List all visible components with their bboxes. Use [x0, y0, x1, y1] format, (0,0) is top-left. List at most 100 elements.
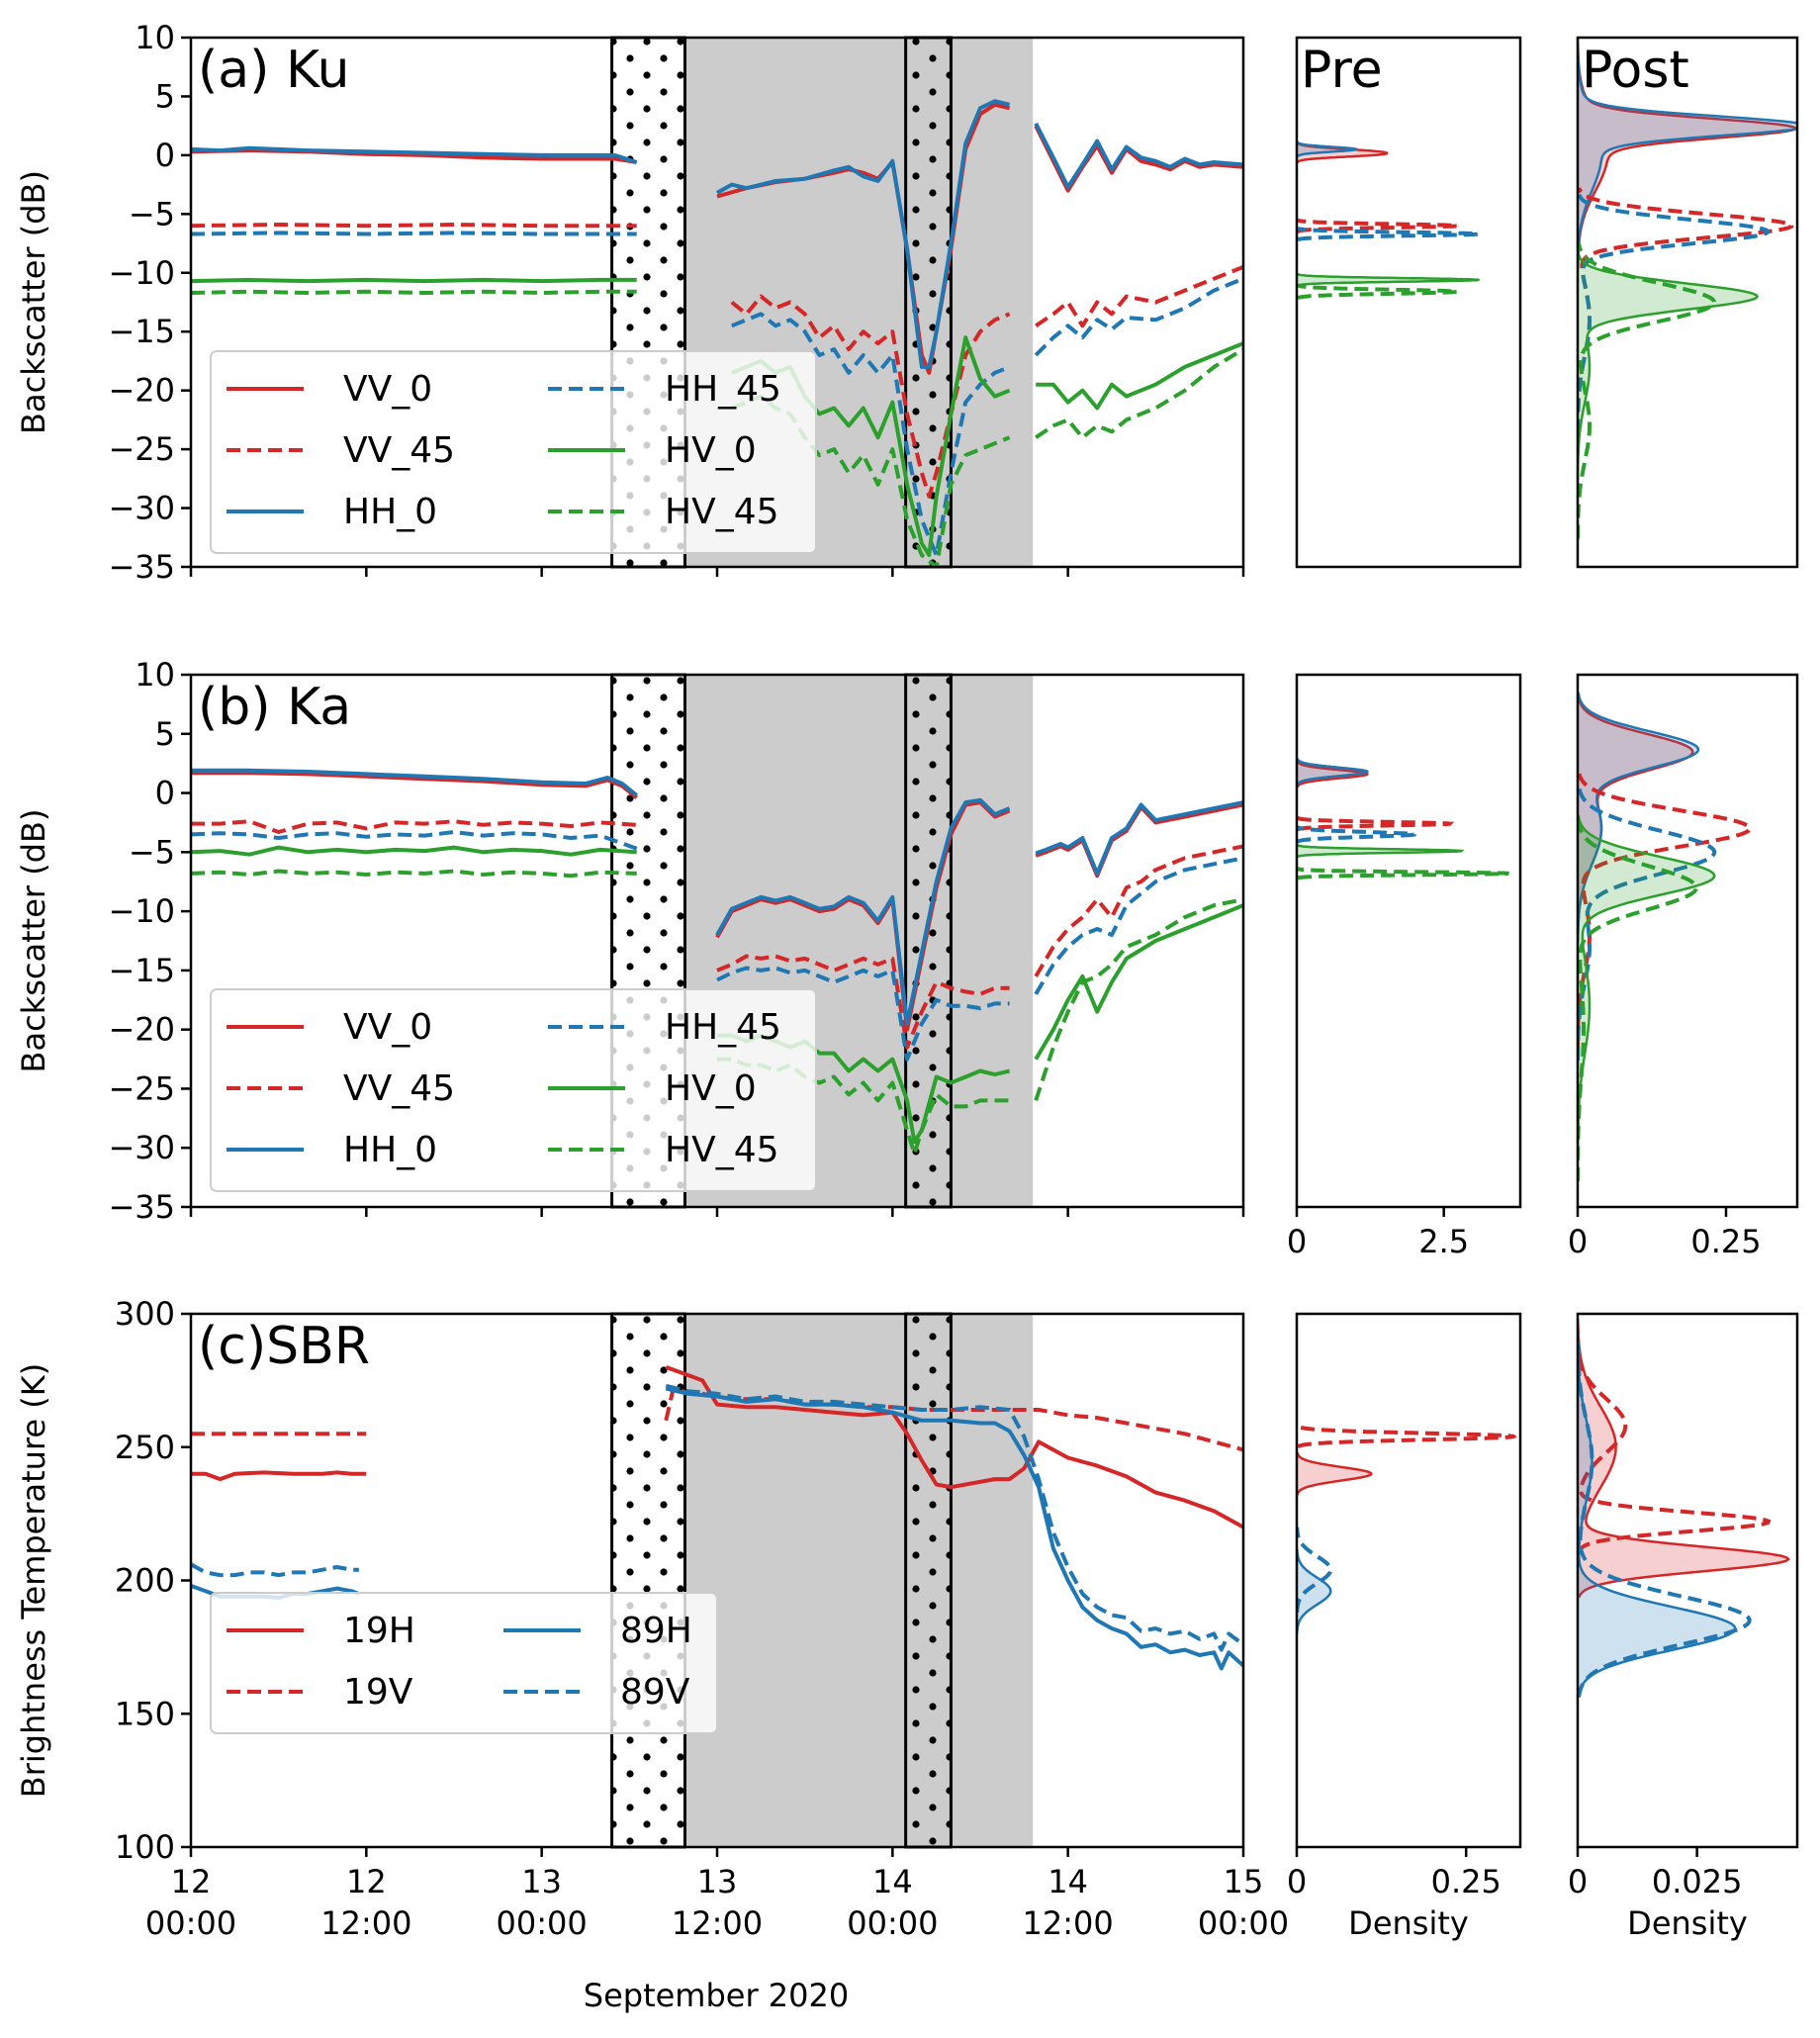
y-tick-label: 5: [155, 715, 175, 753]
legend-entry-label: 19H: [343, 1611, 415, 1651]
y-axis-label: Backscatter (dB): [15, 170, 52, 434]
dotted-period-2: [904, 1312, 953, 1849]
y-tick-label: −20: [108, 372, 175, 410]
series-hh-0-line: [191, 768, 638, 797]
series-hv-45-line: [191, 869, 637, 879]
kde-curves: [1297, 1425, 1517, 1634]
y-tick-label: 100: [115, 1828, 175, 1866]
axes-frame: [1576, 1312, 1799, 1849]
x-tick-label-time: 12:00: [672, 1904, 763, 1942]
axes-frame: [1576, 36, 1799, 569]
x-tick-label-day: 13: [521, 1863, 562, 1900]
density-b-post: 0 0.25: [1568, 673, 1799, 1260]
legend-entry-label: HV_0: [665, 430, 757, 471]
x-tick-label-time: 00:00: [497, 1904, 588, 1942]
y-tick-label: 10: [135, 19, 175, 56]
pre-title: Pre: [1301, 41, 1383, 100]
y-tick-label: 0: [155, 775, 175, 812]
x-tick-label: 0.25: [1690, 1223, 1761, 1260]
post-title: Post: [1582, 41, 1689, 100]
legend-entry-label: HV_45: [665, 492, 779, 532]
y-tick-label: −25: [108, 430, 175, 468]
y-tick-label: −20: [108, 1011, 175, 1049]
density-c-pre: 0 0.25 Density: [1287, 1312, 1522, 1942]
kde-line: [1297, 1548, 1332, 1634]
panel-b-ka: 10 5 0 −5 −10 −15 −20 −25 −30 −35 Backscatter (dB)…: [15, 656, 1245, 1226]
panel-title: (b) Ka: [198, 678, 351, 737]
kde-line: [1297, 227, 1484, 241]
legend: VV_0 VV_45 HH_0 HH_45 HV_0 HV_45: [210, 350, 817, 554]
legend-entry-label: HH_45: [665, 1007, 781, 1048]
kde-line: [1297, 867, 1509, 880]
y-tick-label: 200: [115, 1562, 175, 1600]
x-tick-label-day: 12: [171, 1863, 212, 1900]
y-tick-label: 150: [115, 1695, 175, 1732]
series-hh-45-line: [191, 830, 638, 851]
series-hh-45-line: [1034, 276, 1243, 357]
y-tick-label: 300: [115, 1295, 175, 1333]
kde-fill: [1578, 1332, 1736, 1697]
dotted-period-2: [904, 673, 953, 1209]
shaded-period: [684, 1314, 1034, 1847]
legend: VV_0 VV_45 HH_0 HH_45 HV_0 HV_45: [210, 988, 817, 1192]
legend-box: [210, 988, 817, 1192]
series-vv-0-line: [191, 771, 638, 799]
kde-line: [1297, 758, 1369, 787]
x-tick-label-time: 12:00: [320, 1904, 411, 1942]
legend: 19H 19V 89H 89V: [210, 1592, 718, 1734]
kde-fill: [1578, 1319, 1789, 1598]
legend-entry-label: 19V: [343, 1672, 413, 1713]
y-tick-label: 10: [135, 656, 175, 694]
y-tick-label: −5: [129, 195, 175, 232]
x-tick-label: 0: [1568, 1863, 1588, 1900]
panel-title: (a) Ku: [198, 41, 349, 100]
series-hh-0-line: [191, 145, 638, 164]
kde-line: [1578, 193, 1772, 433]
kde-line: [1578, 814, 1716, 1158]
density-axis-label: Density: [1627, 1904, 1748, 1942]
x-tick-label-time: 12:00: [1023, 1904, 1114, 1942]
series-hv-45-line: [1034, 897, 1243, 1102]
density-axis-label: Density: [1348, 1904, 1469, 1942]
x-tick-label-time: 00:00: [847, 1904, 938, 1942]
panel-a-ku: 10 5 0 −5 −10 −15 −20 −25 −30 −35 Backscatter (dB)…: [15, 19, 1245, 586]
legend-box: [210, 1592, 718, 1734]
series-hv-45-line: [191, 289, 637, 295]
x-tick-label: 0.25: [1431, 1863, 1502, 1900]
y-tick-label: −5: [129, 833, 175, 871]
kde-line: [1297, 825, 1416, 844]
series-hh-45-line: [731, 312, 1011, 558]
series-hv-0-line: [191, 277, 637, 284]
series-19h-line: [665, 1365, 1243, 1529]
series-hv-0-line: [1036, 341, 1243, 411]
kde-line: [1578, 1341, 1772, 1553]
x-tick-label: 0: [1287, 1863, 1307, 1900]
series-hv-0-line: [191, 845, 637, 857]
axes-frame: [1295, 673, 1522, 1209]
kde-line: [1297, 140, 1358, 158]
x-tick-label-day: 14: [872, 1863, 913, 1900]
series-hh-0-line: [716, 99, 1011, 369]
legend-entry-label: HH_0: [343, 1130, 437, 1170]
y-tick-label: −30: [108, 490, 175, 527]
series-vv-45-line: [191, 819, 637, 834]
axes-frame: [1576, 673, 1799, 1209]
x-tick-label-day: 15: [1224, 1863, 1264, 1900]
legend-entry-label: HH_45: [665, 369, 781, 410]
y-tick-label: −10: [108, 254, 175, 292]
x-tick-label-day: 13: [697, 1863, 738, 1900]
kde-line: [1578, 253, 1760, 480]
series-hh-0-line: [1035, 800, 1243, 876]
kde-line: [1297, 273, 1481, 287]
series-hh-45-line: [191, 231, 637, 236]
panel-c-sbr: 300 250 200 150 100 Brightness Temperature (K…: [15, 1295, 1289, 1942]
legend-entry-label: HV_0: [665, 1068, 757, 1109]
kde-line: [1297, 760, 1369, 788]
series-hh-0-line: [1034, 122, 1243, 189]
kde-line: [1578, 187, 1794, 433]
y-tick-label: −35: [108, 1188, 175, 1226]
x-tick-label: 0: [1287, 1223, 1307, 1260]
kde-line: [1578, 692, 1700, 943]
series-89h-line: [665, 1386, 1243, 1671]
legend-entry-label: HV_45: [665, 1130, 779, 1170]
